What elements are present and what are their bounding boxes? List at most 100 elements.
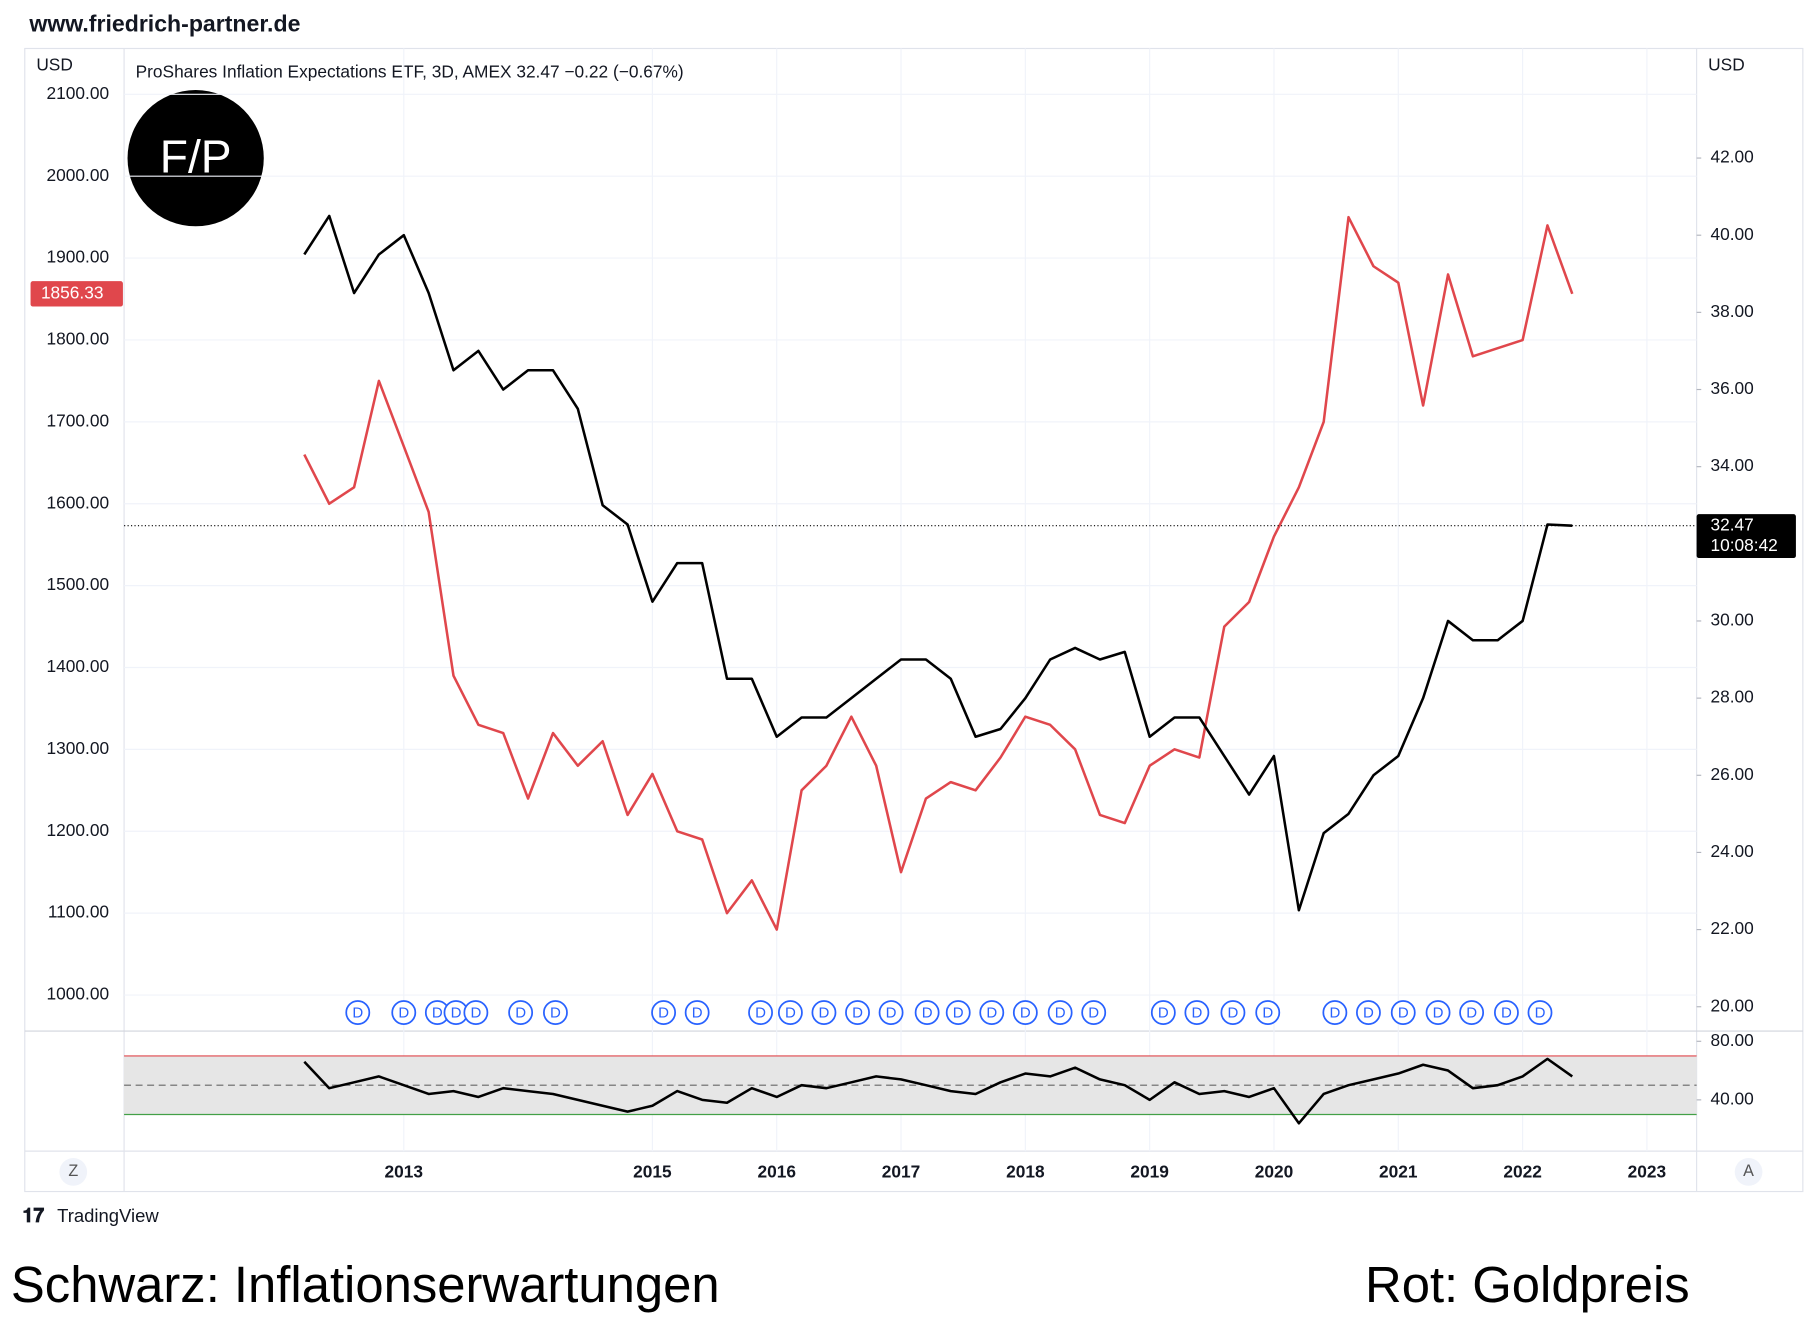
dividend-marker bbox=[1459, 1000, 1485, 1025]
dividend-marker bbox=[1322, 1000, 1348, 1025]
y2-tick-label: 30.00 bbox=[1710, 610, 1753, 630]
x-tick-label: 2022 bbox=[1503, 1162, 1541, 1182]
dividend-marker-label: D bbox=[1158, 1005, 1169, 1022]
dividend-marker-label: D bbox=[1088, 1005, 1099, 1022]
dividend-marker bbox=[748, 1000, 773, 1025]
x-tick-label: 2013 bbox=[385, 1162, 423, 1182]
dividend-marker-label: D bbox=[550, 1005, 561, 1022]
dividend-marker bbox=[1047, 1000, 1073, 1025]
dividend-marker-label: D bbox=[785, 1005, 796, 1022]
dividend-marker bbox=[651, 1000, 677, 1025]
y2-tick-label: 34.00 bbox=[1710, 455, 1753, 475]
dividend-marker-label: D bbox=[1228, 1005, 1239, 1022]
y-tick-label: 1000.00 bbox=[47, 984, 110, 1004]
dividend-marker-label: D bbox=[470, 1005, 481, 1022]
y-tick-label: 1700.00 bbox=[47, 410, 110, 430]
y-tick-label: 2000.00 bbox=[47, 165, 110, 185]
rsi-tick-label: 40.00 bbox=[1710, 1088, 1753, 1108]
y-tick-label: 1800.00 bbox=[47, 329, 110, 349]
last-price-box bbox=[1696, 514, 1796, 559]
dividend-marker bbox=[1220, 1000, 1246, 1025]
dividend-marker bbox=[811, 1000, 837, 1025]
series-line bbox=[303, 1057, 1574, 1125]
left-caption: Schwarz: Inflationserwartungen bbox=[11, 1256, 720, 1313]
dividend-marker-label: D bbox=[658, 1005, 669, 1022]
dividend-marker bbox=[1390, 1000, 1416, 1025]
y2-tick-label: 28.00 bbox=[1710, 687, 1753, 707]
dividend-marker-label: D bbox=[1398, 1005, 1409, 1022]
dividend-marker-label: D bbox=[398, 1005, 409, 1022]
dividend-marker-label: D bbox=[1055, 1005, 1066, 1022]
dividend-marker bbox=[684, 1000, 710, 1025]
dividend-marker bbox=[914, 1000, 940, 1025]
y2-tick-label: 42.00 bbox=[1710, 147, 1753, 167]
x-tick-label: 2019 bbox=[1130, 1162, 1168, 1182]
dividend-marker bbox=[1081, 1000, 1107, 1025]
y-tick-label: 1900.00 bbox=[47, 247, 110, 267]
y-axis-label: USD bbox=[36, 54, 73, 74]
dividend-marker-label: D bbox=[451, 1005, 462, 1022]
dividend-marker bbox=[1527, 1000, 1553, 1025]
dividend-marker bbox=[979, 1000, 1005, 1025]
dividend-marker-label: D bbox=[1501, 1005, 1512, 1022]
y-tick-label: 2100.00 bbox=[47, 83, 110, 103]
button-a[interactable] bbox=[1734, 1158, 1763, 1186]
last-price-label: 32.47 bbox=[1710, 514, 1753, 534]
dividend-marker-label: D bbox=[1020, 1005, 1031, 1022]
countdown-label: 10:08:42 bbox=[1710, 535, 1777, 555]
dividend-marker-label: D bbox=[755, 1005, 766, 1022]
dividend-marker bbox=[543, 1000, 568, 1025]
chart-frame bbox=[24, 47, 1804, 1193]
dividend-marker bbox=[878, 1000, 904, 1025]
dividend-marker bbox=[1425, 1000, 1451, 1025]
dividend-marker-label: D bbox=[515, 1005, 526, 1022]
y-tick-label: 1100.00 bbox=[48, 902, 109, 922]
right-caption: Rot: Goldpreis bbox=[1365, 1256, 1690, 1313]
dividend-marker-label: D bbox=[953, 1005, 964, 1022]
dividend-marker bbox=[1255, 1000, 1281, 1025]
x-tick-label: 2020 bbox=[1255, 1162, 1293, 1182]
x-tick-label: 2017 bbox=[882, 1162, 920, 1182]
y2-tick-label: 24.00 bbox=[1710, 841, 1753, 861]
dividend-marker bbox=[1150, 1000, 1176, 1025]
dividend-marker-label: D bbox=[1433, 1005, 1444, 1022]
tv-logo: 𝟏𝟕 bbox=[22, 1205, 44, 1227]
y2-tick-label: 40.00 bbox=[1710, 224, 1753, 244]
y2-tick-label: 20.00 bbox=[1710, 995, 1753, 1015]
dividend-marker bbox=[777, 1000, 803, 1025]
dividend-marker bbox=[1494, 1000, 1519, 1025]
legend-title: ProShares Inflation Expectations ETF, 3D… bbox=[136, 61, 684, 81]
y2-axis-label: USD bbox=[1708, 54, 1745, 74]
dividend-marker-label: D bbox=[1466, 1005, 1477, 1022]
dividend-marker bbox=[345, 1000, 371, 1025]
button-z-label[interactable]: Z bbox=[68, 1162, 78, 1180]
button-a-label[interactable]: A bbox=[1743, 1162, 1754, 1180]
dividend-marker-label: D bbox=[692, 1005, 703, 1022]
dividend-marker-label: D bbox=[922, 1005, 933, 1022]
y2-tick-label: 36.00 bbox=[1710, 378, 1753, 398]
dividend-marker-label: D bbox=[886, 1005, 897, 1022]
dividend-marker bbox=[1184, 1000, 1210, 1025]
dividend-marker-label: D bbox=[819, 1005, 830, 1022]
dividend-marker bbox=[1356, 1000, 1381, 1025]
last-price-box bbox=[30, 281, 123, 307]
dividend-marker-label: D bbox=[432, 1005, 443, 1022]
dividend-marker-label: D bbox=[1535, 1005, 1546, 1022]
series-line bbox=[303, 214, 1573, 912]
y-tick-label: 1400.00 bbox=[47, 656, 110, 676]
y-tick-label: 1200.00 bbox=[47, 820, 110, 840]
dividend-marker bbox=[1012, 1000, 1038, 1025]
y2-tick-label: 38.00 bbox=[1710, 301, 1753, 321]
dividend-marker-label: D bbox=[1191, 1005, 1202, 1022]
x-tick-label: 2023 bbox=[1628, 1162, 1666, 1182]
x-tick-label: 2016 bbox=[757, 1162, 795, 1182]
dividend-marker-label: D bbox=[1363, 1005, 1374, 1022]
dividend-marker bbox=[508, 1000, 534, 1025]
button-z[interactable] bbox=[59, 1158, 88, 1186]
logo-text: F/P bbox=[160, 131, 232, 183]
x-tick-label: 2018 bbox=[1006, 1162, 1045, 1182]
dividend-marker bbox=[463, 1000, 489, 1025]
logo bbox=[127, 90, 264, 227]
last-price-label: 1856.33 bbox=[41, 282, 104, 302]
